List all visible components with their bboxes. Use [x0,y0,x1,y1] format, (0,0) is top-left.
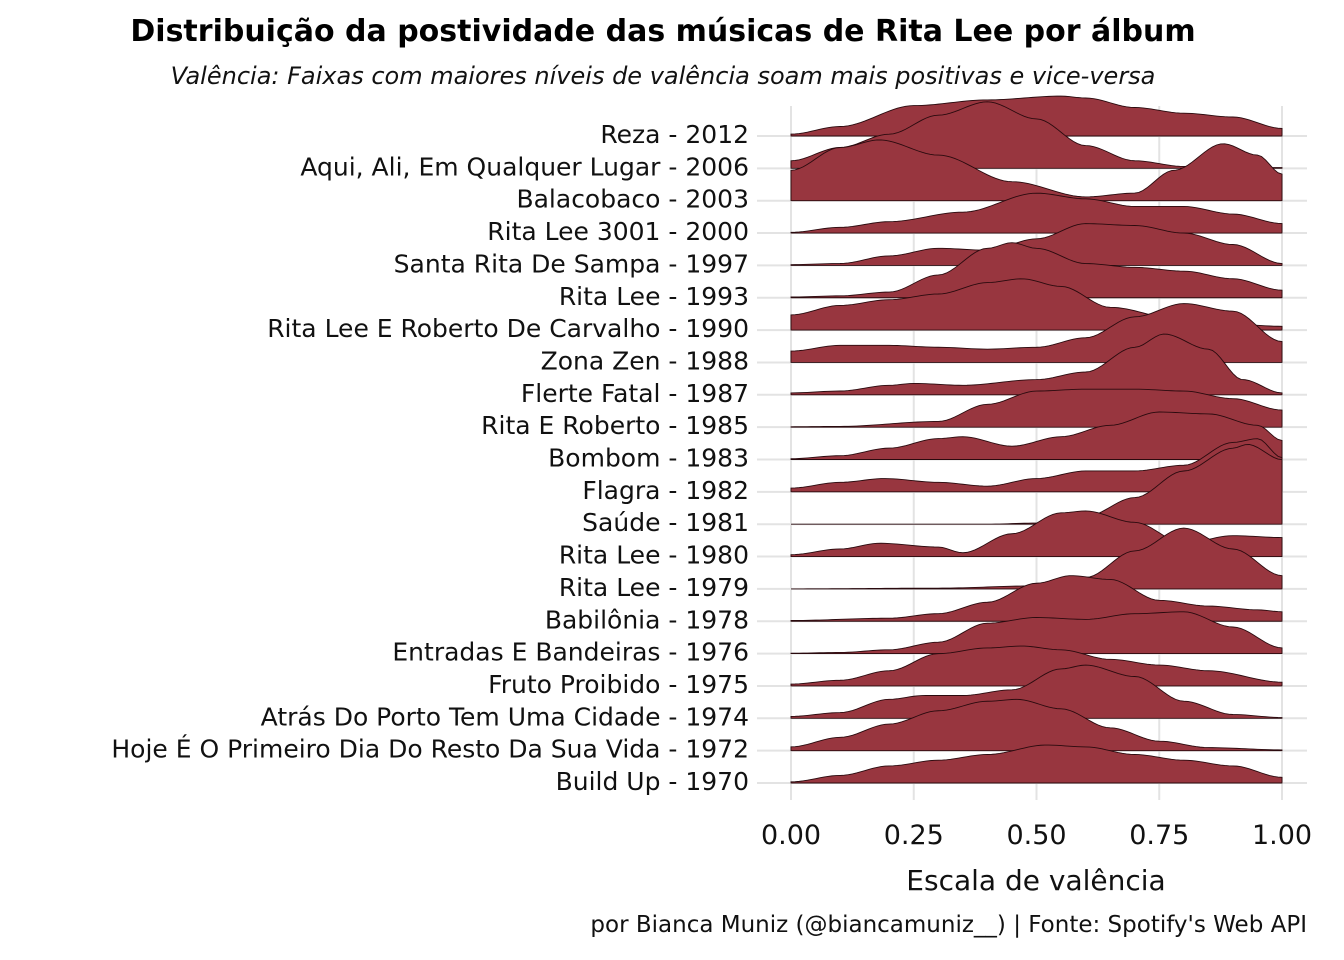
category-label: Rita Lee - 1993 [559,282,749,311]
ridge-density [790,139,1283,202]
category-label: Santa Rita De Sampa - 1997 [394,249,749,278]
category-label: Rita Lee E Roberto De Carvalho - 1990 [267,314,749,343]
ridge-density [790,698,1283,752]
ridge-density [790,645,1283,687]
ridge-density [790,411,1283,460]
x-axis-title: Escala de valência [906,864,1165,897]
category-label: Hoje É O Primeiro Dia Do Resto Da Sua Vi… [111,735,749,764]
category-label: Aqui, Ali, Em Qualquer Lugar - 2006 [300,152,749,181]
category-label: Flagra - 1982 [582,476,749,505]
category-label: Flerte Fatal - 1987 [521,379,749,408]
category-label: Atrás Do Porto Tem Uma Cidade - 1974 [261,702,749,731]
chart-title: Distribuição da postividade das músicas … [130,14,1196,49]
category-label: Fruto Proibido - 1975 [488,670,749,699]
category-label: Reza - 2012 [600,120,749,149]
category-label: Saúde - 1981 [582,508,749,537]
ridge-density [790,575,1283,622]
category-label: Entradas E Bandeiras - 1976 [392,638,749,667]
ridge-layer [790,95,1283,784]
ridge-density [790,611,1283,655]
x-tick-label: 0.50 [1006,820,1066,851]
ridge-density [790,223,1283,266]
category-label: Rita Lee - 1980 [559,541,749,570]
x-tick-label: 1.00 [1252,820,1312,851]
category-label: Balacobaco - 2003 [516,185,749,214]
ridge-density [790,192,1283,234]
chart-caption: por Bianca Muniz (@biancamuniz__) | Font… [590,912,1307,938]
x-tick-label: 0.00 [761,820,821,851]
category-label: Rita E Roberto - 1985 [481,411,749,440]
category-label: Babilônia - 1978 [545,605,749,634]
chart-subtitle: Valência: Faixas com maiores níveis de v… [170,62,1156,90]
category-label: Rita Lee - 1979 [559,573,749,602]
category-label: Bombom - 1983 [548,444,749,473]
category-labels: Reza - 2012 Aqui, Ali, Em Qualquer Lugar … [111,120,749,796]
x-tick-labels: 0.00 0.25 0.50 0.75 1.00 [761,820,1312,851]
ridge-density [790,438,1283,493]
ridge-density [790,744,1283,784]
category-label: Build Up - 1970 [556,767,749,796]
ridge-density [790,242,1283,299]
category-label: Rita Lee 3001 - 2000 [487,217,749,246]
category-label: Zona Zen - 1988 [541,346,749,375]
ridge-density [790,664,1283,719]
x-tick-label: 0.75 [1129,820,1189,851]
ridge-density [790,333,1283,396]
x-tick-label: 0.25 [884,820,944,851]
